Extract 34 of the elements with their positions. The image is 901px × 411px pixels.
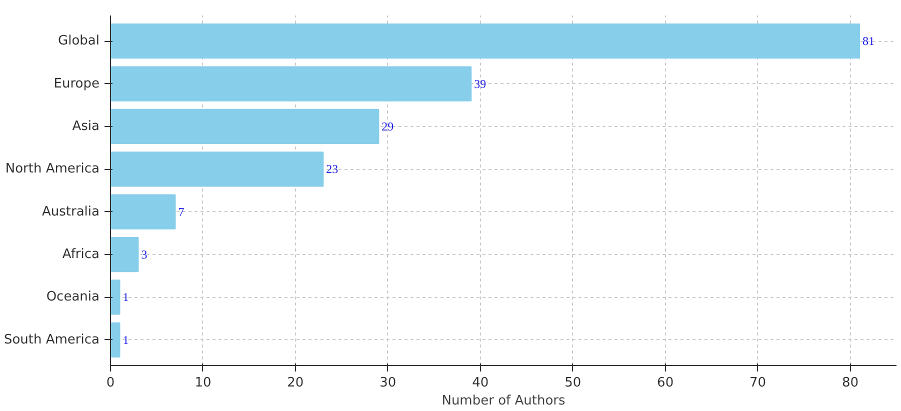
x-tick-label: 20 — [287, 376, 304, 390]
data-label: 81 — [862, 34, 875, 48]
bar — [110, 66, 472, 102]
x-tick-label: 10 — [194, 376, 212, 390]
bar — [110, 194, 176, 230]
data-label: 29 — [382, 119, 394, 134]
x-tick-label: 40 — [472, 376, 489, 390]
data-label: 39 — [474, 76, 486, 91]
x-tick-label: 50 — [564, 376, 582, 390]
y-tick-label: Europe — [54, 76, 100, 92]
y-tick-label: Global — [58, 34, 100, 49]
bar — [110, 24, 860, 59]
bar — [110, 236, 139, 272]
data-label: 7 — [178, 204, 184, 219]
x-tick-label: 60 — [657, 376, 674, 390]
data-label: 1 — [122, 332, 129, 347]
bar — [110, 322, 120, 358]
y-tick-label: Africa — [62, 247, 100, 262]
y-tick-label: South America — [4, 332, 100, 348]
x-tick-label: 80 — [842, 376, 859, 390]
x-tick-label: 0 — [106, 376, 115, 390]
bar — [110, 280, 120, 315]
x-axis-title: Number of Authors — [442, 394, 566, 408]
y-tick-label: Australia — [42, 204, 100, 220]
bar — [110, 108, 380, 144]
y-tick-label: Oceania — [46, 290, 100, 305]
bar — [110, 152, 324, 187]
x-tick-label: 30 — [380, 376, 396, 390]
data-label: 3 — [141, 248, 148, 262]
data-label: 23 — [326, 162, 338, 176]
y-tick-label: North America — [5, 162, 100, 177]
data-label: 1 — [122, 290, 129, 304]
y-tick-label: Asia — [72, 118, 100, 134]
x-tick-label: 70 — [750, 376, 766, 390]
